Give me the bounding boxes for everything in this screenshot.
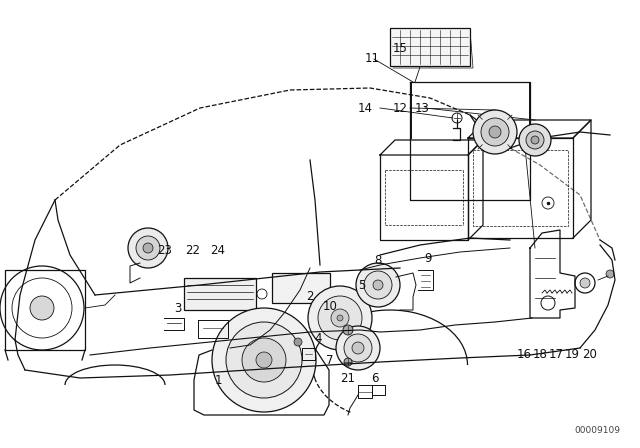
Text: 12: 12: [392, 102, 408, 115]
Text: 8: 8: [374, 254, 381, 267]
Text: 14: 14: [358, 102, 372, 115]
Circle shape: [212, 308, 316, 412]
Text: 15: 15: [392, 42, 408, 55]
Circle shape: [143, 243, 153, 253]
Circle shape: [352, 342, 364, 354]
Circle shape: [364, 271, 392, 299]
Circle shape: [344, 334, 372, 362]
Text: 3: 3: [174, 302, 182, 314]
Circle shape: [519, 124, 551, 156]
Circle shape: [308, 286, 372, 350]
Circle shape: [473, 110, 517, 154]
Circle shape: [531, 136, 539, 144]
Circle shape: [481, 118, 509, 146]
Circle shape: [343, 325, 353, 335]
Text: 24: 24: [211, 244, 225, 257]
Circle shape: [256, 352, 272, 368]
Text: 16: 16: [516, 348, 531, 361]
Text: 18: 18: [532, 348, 547, 361]
Text: 21: 21: [340, 371, 355, 384]
Text: 20: 20: [582, 348, 597, 361]
Circle shape: [136, 236, 160, 260]
Circle shape: [356, 263, 400, 307]
Circle shape: [336, 326, 380, 370]
Text: 11: 11: [365, 52, 380, 65]
Text: 4: 4: [314, 332, 322, 345]
Text: 10: 10: [323, 300, 337, 313]
Circle shape: [489, 126, 501, 138]
Circle shape: [242, 338, 286, 382]
Circle shape: [128, 228, 168, 268]
Bar: [184, 278, 256, 310]
Text: 19: 19: [564, 348, 579, 361]
Circle shape: [226, 322, 302, 398]
Text: 13: 13: [415, 102, 429, 115]
Circle shape: [318, 296, 362, 340]
Text: 22: 22: [186, 244, 200, 257]
Circle shape: [294, 338, 302, 346]
Bar: [390, 28, 470, 66]
Circle shape: [344, 358, 352, 366]
Text: 9: 9: [424, 251, 432, 264]
Circle shape: [331, 309, 349, 327]
Circle shape: [30, 296, 54, 320]
Text: 00009109: 00009109: [574, 426, 620, 435]
Circle shape: [373, 280, 383, 290]
Text: 1: 1: [214, 374, 221, 387]
Circle shape: [580, 278, 590, 288]
Circle shape: [526, 131, 544, 149]
Text: 5: 5: [358, 279, 365, 292]
Text: 17: 17: [548, 348, 563, 361]
Text: 6: 6: [371, 371, 379, 384]
Bar: [5, 270, 85, 350]
Text: 7: 7: [326, 353, 333, 366]
Circle shape: [337, 315, 343, 321]
Bar: [272, 273, 330, 303]
Text: 2: 2: [307, 289, 314, 302]
Text: 23: 23: [157, 244, 172, 257]
Circle shape: [606, 270, 614, 278]
